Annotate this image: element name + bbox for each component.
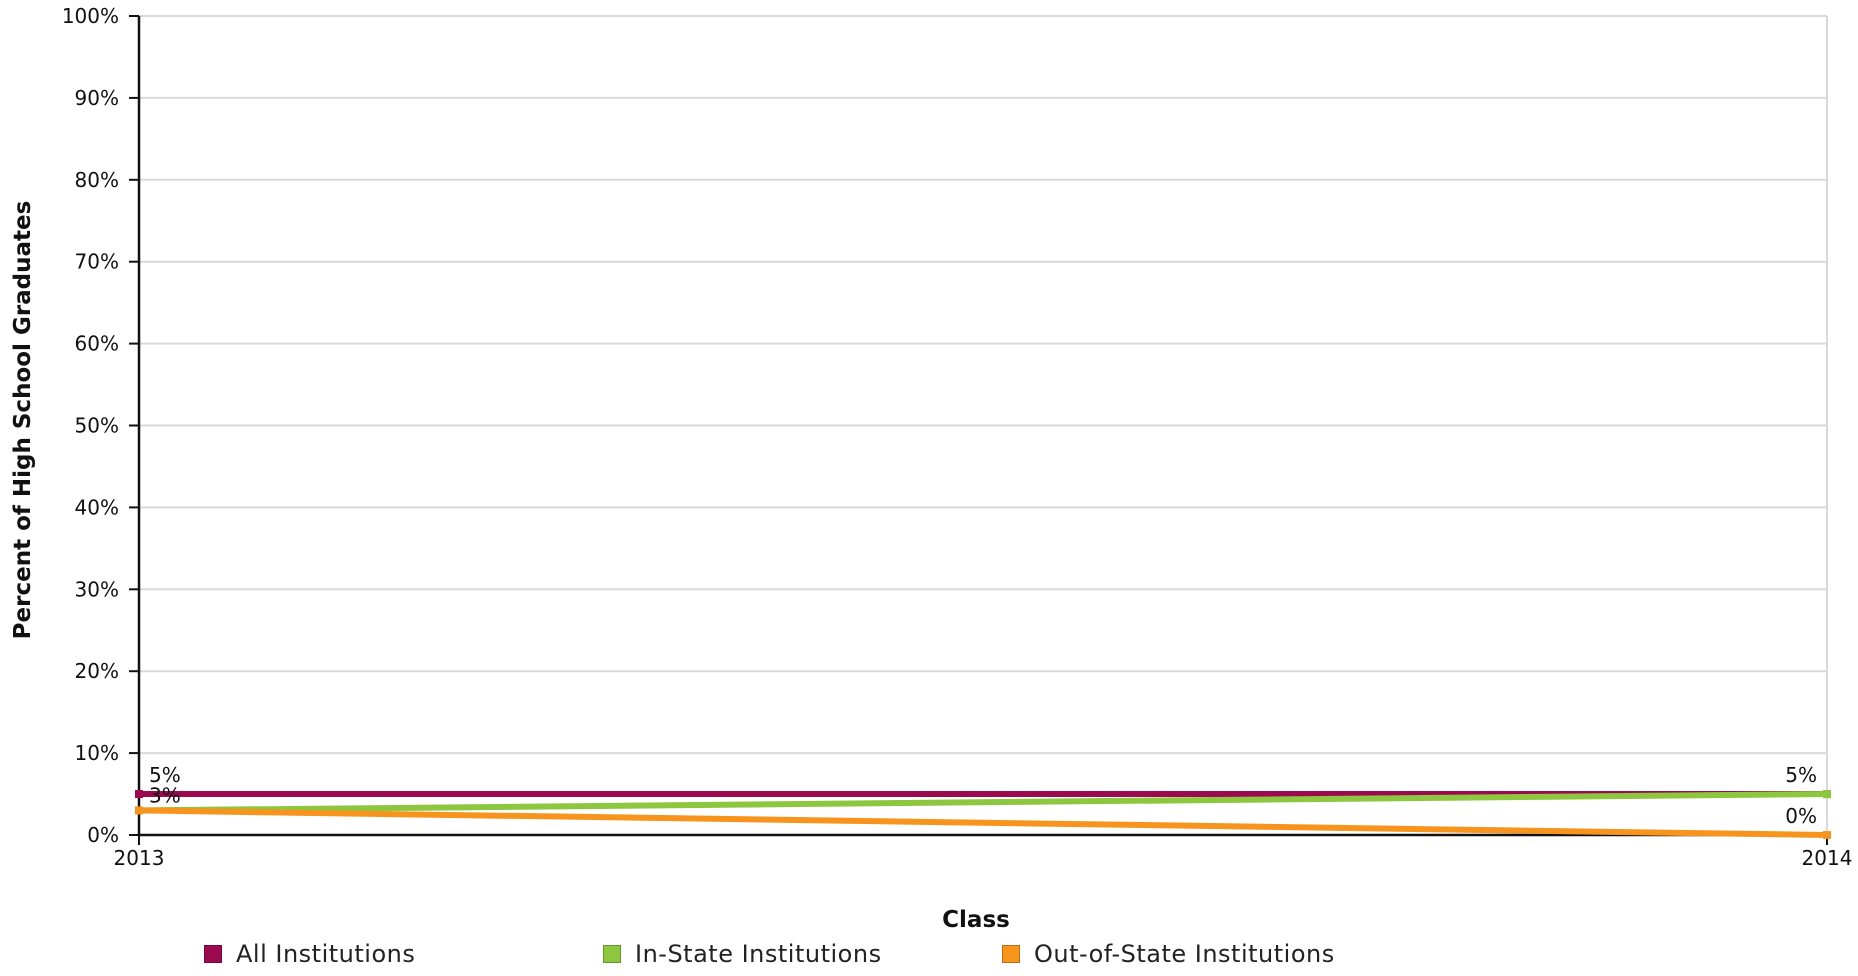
x-tick-label: 2013 — [114, 846, 165, 870]
data-point-out-of-state-institutions[interactable] — [1823, 831, 1831, 839]
series-lines — [135, 790, 1831, 839]
data-labels: 5% 5%3%0% — [149, 763, 1817, 828]
y-tick-label: 20% — [75, 659, 119, 683]
series-line-in-state-institutions — [138, 791, 1828, 814]
y-axis-title: Percent of High School Graduates — [10, 201, 36, 640]
legend-swatch-out-of-state-institutions — [1002, 945, 1020, 963]
legend-label-all-institutions: All Institutions — [236, 940, 416, 968]
y-tick-label: 60% — [75, 332, 119, 356]
y-tick-label: 70% — [75, 250, 119, 274]
axes — [137, 16, 1827, 837]
data-point-all-institutions[interactable] — [135, 790, 143, 799]
legend-label-in-state-institutions: In-State Institutions — [635, 940, 882, 968]
y-tick-label: 50% — [75, 414, 119, 438]
legend-swatch-in-state-institutions — [603, 945, 621, 963]
y-tick-label: 30% — [75, 577, 119, 601]
legend-swatch-all-institutions — [204, 945, 222, 963]
y-tick-label: 0% — [87, 823, 119, 847]
y-tick-label: 40% — [75, 495, 119, 519]
data-label-all-institutions: 5% — [149, 763, 181, 787]
legend: All Institutions In-State Institutions O… — [0, 940, 1858, 976]
x-axis-title: Class — [942, 907, 1010, 933]
data-point-out-of-state-institutions[interactable] — [135, 806, 143, 815]
data-label-in-state-institutions: 3% — [149, 783, 181, 807]
legend-item-in-state-institutions[interactable]: In-State Institutions — [603, 940, 882, 968]
y-tick-label: 10% — [75, 741, 119, 765]
y-tick-label: 90% — [75, 86, 119, 110]
legend-item-all-institutions[interactable]: All Institutions — [204, 940, 415, 968]
legend-item-out-of-state-institutions[interactable]: Out-of-State Institutions — [1002, 940, 1335, 968]
data-label-out-of-state-institutions: 0% — [1785, 804, 1817, 828]
data-label-all-institutions: 5% — [1785, 763, 1817, 787]
y-tick-label: 100% — [62, 4, 119, 28]
y-tick-label: 80% — [75, 168, 119, 192]
data-point-in-state-institutions[interactable] — [1823, 790, 1831, 799]
gridlines — [139, 15, 1828, 835]
x-axis-ticks: 2013 2014 — [114, 835, 1853, 870]
series-line-out-of-state-institutions — [138, 807, 1828, 838]
legend-label-out-of-state-institutions: Out-of-State Institutions — [1034, 940, 1335, 968]
x-tick-label: 2014 — [1802, 846, 1853, 870]
y-axis-ticks: 0% 10% 20% 30% 40% 50% 60% 70% 80% 90% 100% — [62, 4, 139, 847]
